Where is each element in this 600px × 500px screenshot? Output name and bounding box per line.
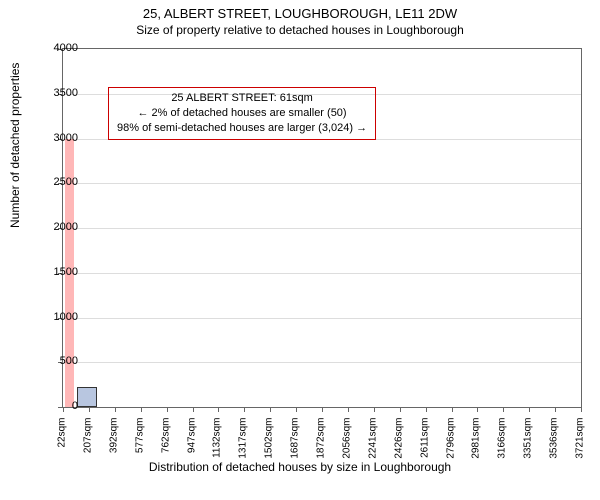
x-tick-label: 1132sqm [212, 418, 223, 468]
x-tick-label: 22sqm [57, 418, 68, 468]
y-tick-label: 4000 [38, 42, 78, 54]
x-tick-label: 577sqm [134, 418, 145, 468]
x-tick-label: 2611sqm [419, 418, 430, 468]
y-tick-label: 2500 [38, 176, 78, 188]
bar [77, 387, 97, 407]
x-tick-label: 2056sqm [341, 418, 352, 468]
annotation-line: 25 ALBERT STREET: 61sqm [117, 91, 367, 106]
gridline [63, 228, 581, 229]
x-tick-label: 1502sqm [264, 418, 275, 468]
x-tick-label: 3166sqm [497, 418, 508, 468]
gridline [63, 273, 581, 274]
y-tick-label: 2000 [38, 221, 78, 233]
x-tick-label: 3721sqm [575, 418, 586, 468]
x-tick-label: 1317sqm [238, 418, 249, 468]
gridline [63, 318, 581, 319]
chart-subtitle: Size of property relative to detached ho… [0, 21, 600, 37]
gridline [63, 183, 581, 184]
x-tick-label: 2241sqm [367, 418, 378, 468]
gridline [63, 362, 581, 363]
x-tick-label: 2426sqm [393, 418, 404, 468]
y-axis-label: Number of detached properties [8, 63, 22, 228]
y-tick-label: 1000 [38, 311, 78, 323]
x-tick-label: 1872sqm [316, 418, 327, 468]
x-tick-label: 207sqm [82, 418, 93, 468]
y-tick-label: 3500 [38, 87, 78, 99]
annotation-line: ← 2% of detached houses are smaller (50) [117, 106, 367, 121]
x-tick-label: 3536sqm [549, 418, 560, 468]
annotation-line: 98% of semi-detached houses are larger (… [117, 121, 367, 136]
y-tick-label: 1500 [38, 266, 78, 278]
x-tick-label: 762sqm [160, 418, 171, 468]
x-tick-label: 1687sqm [290, 418, 301, 468]
y-tick-label: 500 [38, 355, 78, 367]
y-tick-label: 0 [38, 400, 78, 412]
chart-title: 25, ALBERT STREET, LOUGHBOROUGH, LE11 2D… [0, 0, 600, 21]
x-tick-label: 2981sqm [471, 418, 482, 468]
y-tick-label: 3000 [38, 132, 78, 144]
x-tick-label: 3351sqm [523, 418, 534, 468]
x-tick-label: 947sqm [186, 418, 197, 468]
x-tick-label: 2796sqm [445, 418, 456, 468]
plot-area: 25 ALBERT STREET: 61sqm← 2% of detached … [62, 48, 582, 408]
annotation-box: 25 ALBERT STREET: 61sqm← 2% of detached … [108, 87, 376, 140]
x-tick-label: 392sqm [108, 418, 119, 468]
